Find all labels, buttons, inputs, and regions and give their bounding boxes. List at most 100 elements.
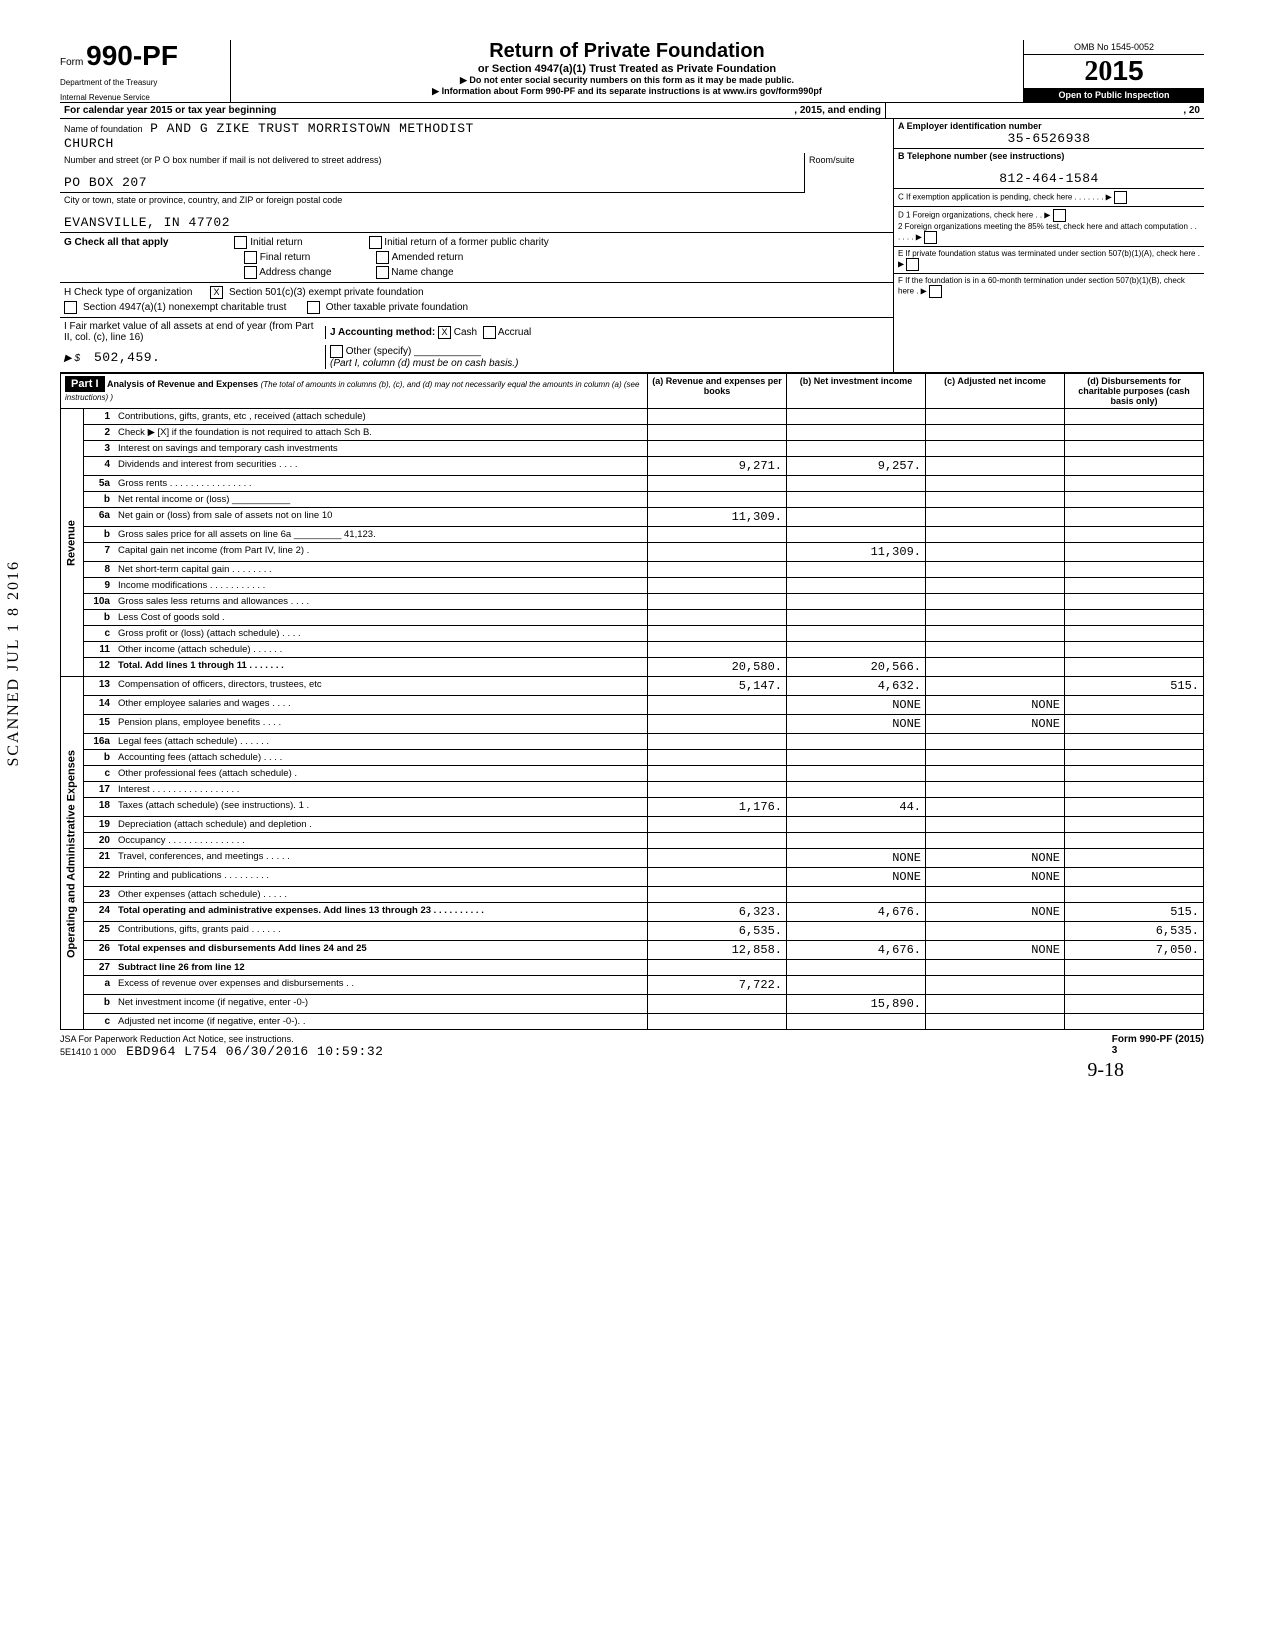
row-desc: Adjusted net income (if negative, enter … xyxy=(114,1014,648,1030)
row-desc: Total operating and administrative expen… xyxy=(114,903,648,922)
row-number: a xyxy=(84,976,115,995)
g-opt1: Final return xyxy=(260,252,311,263)
chk-other-method[interactable] xyxy=(330,345,343,358)
amt-cell: NONE xyxy=(926,849,1065,868)
amt-cell xyxy=(926,492,1065,508)
part1-table: Part I Analysis of Revenue and Expenses … xyxy=(60,373,1204,1030)
amt-cell xyxy=(1065,696,1204,715)
amt-cell xyxy=(926,562,1065,578)
chk-e[interactable] xyxy=(906,258,919,271)
chk-other-tax[interactable] xyxy=(307,301,320,314)
amt-cell xyxy=(648,868,787,887)
chk-d1[interactable] xyxy=(1053,209,1066,222)
j-note: (Part I, column (d) must be on cash basi… xyxy=(330,358,518,369)
table-row: 4Dividends and interest from securities … xyxy=(61,457,1204,476)
amt-cell xyxy=(787,610,926,626)
row-number: c xyxy=(84,626,115,642)
row-desc: Less Cost of goods sold . xyxy=(114,610,648,626)
amt-cell xyxy=(648,527,787,543)
chk-initial[interactable] xyxy=(234,236,247,249)
chk-name[interactable] xyxy=(376,266,389,279)
chk-f[interactable] xyxy=(929,285,942,298)
form-note1: ▶ Do not enter social security numbers o… xyxy=(241,75,1013,86)
amt-cell xyxy=(648,425,787,441)
chk-c[interactable] xyxy=(1114,191,1127,204)
amt-cell xyxy=(926,578,1065,594)
amt-cell: NONE xyxy=(926,868,1065,887)
row-number: 21 xyxy=(84,849,115,868)
amt-cell xyxy=(787,626,926,642)
amt-cell: 6,535. xyxy=(1065,922,1204,941)
amt-cell xyxy=(926,798,1065,817)
amt-cell xyxy=(926,527,1065,543)
row-desc: Depreciation (attach schedule) and deple… xyxy=(114,817,648,833)
row-desc: Gross sales less returns and allowances … xyxy=(114,594,648,610)
amt-cell: 515. xyxy=(1065,903,1204,922)
amt-cell xyxy=(926,750,1065,766)
amt-cell xyxy=(787,734,926,750)
chk-amended[interactable] xyxy=(376,251,389,264)
footer-page: 3 xyxy=(1112,1045,1118,1056)
foundation-name2: CHURCH xyxy=(64,136,114,151)
form-subtitle: or Section 4947(a)(1) Trust Treated as P… xyxy=(241,63,1013,75)
amt-cell xyxy=(787,409,926,425)
amt-cell: 4,632. xyxy=(787,677,926,696)
amt-cell: 15,890. xyxy=(787,995,926,1014)
table-row: 27Subtract line 26 from line 12 xyxy=(61,960,1204,976)
row-number: 14 xyxy=(84,696,115,715)
amt-cell xyxy=(926,782,1065,798)
amt-cell xyxy=(648,642,787,658)
chk-cash[interactable]: X xyxy=(438,326,451,339)
chk-d2[interactable] xyxy=(924,231,937,244)
row-desc: Compensation of officers, directors, tru… xyxy=(114,677,648,696)
chk-former[interactable] xyxy=(369,236,382,249)
row-number: 1 xyxy=(84,409,115,425)
i-arrow: ▶ $ xyxy=(64,353,80,364)
fmv-value: 502,459. xyxy=(94,350,160,365)
row-desc: Printing and publications . . . . . . . … xyxy=(114,868,648,887)
amt-cell xyxy=(1065,626,1204,642)
chk-accrual[interactable] xyxy=(483,326,496,339)
side-expenses: Operating and Administrative Expenses xyxy=(61,677,84,1030)
amt-cell xyxy=(1065,976,1204,995)
amt-cell xyxy=(648,696,787,715)
chk-4947[interactable] xyxy=(64,301,77,314)
row-number: 4 xyxy=(84,457,115,476)
row-desc: Capital gain net income (from Part IV, l… xyxy=(114,543,648,562)
row-desc: Subtract line 26 from line 12 xyxy=(114,960,648,976)
amt-cell xyxy=(1065,887,1204,903)
row-number: 22 xyxy=(84,868,115,887)
dept-irs: Internal Revenue Service xyxy=(60,93,220,102)
amt-cell xyxy=(926,734,1065,750)
part1-title: Analysis of Revenue and Expenses xyxy=(107,379,258,389)
amt-cell xyxy=(1065,995,1204,1014)
amt-cell: 9,257. xyxy=(787,457,926,476)
chk-501c3[interactable]: X xyxy=(210,286,223,299)
amt-cell xyxy=(787,782,926,798)
amt-cell xyxy=(787,750,926,766)
g-opt0: Initial return xyxy=(250,237,302,248)
amt-cell: NONE xyxy=(926,903,1065,922)
row-desc: Net short-term capital gain . . . . . . … xyxy=(114,562,648,578)
chk-final[interactable] xyxy=(244,251,257,264)
amt-cell: 6,535. xyxy=(648,922,787,941)
amt-cell: NONE xyxy=(926,941,1065,960)
amt-cell xyxy=(926,476,1065,492)
col-c-header: (c) Adjusted net income xyxy=(926,374,1065,409)
row-desc: Other professional fees (attach schedule… xyxy=(114,766,648,782)
amt-cell xyxy=(1065,658,1204,677)
foundation-addr: PO BOX 207 xyxy=(64,175,147,190)
amt-cell xyxy=(1065,441,1204,457)
row-desc: Dividends and interest from securities .… xyxy=(114,457,648,476)
amt-cell xyxy=(1065,492,1204,508)
row-desc: Pension plans, employee benefits . . . . xyxy=(114,715,648,734)
table-row: 10aGross sales less returns and allowanc… xyxy=(61,594,1204,610)
handwritten-date: 9-18 xyxy=(60,1059,1124,1082)
amt-cell: 1,176. xyxy=(648,798,787,817)
row-number: 15 xyxy=(84,715,115,734)
part1-tag: Part I xyxy=(65,376,105,392)
amt-cell xyxy=(1065,457,1204,476)
amt-cell xyxy=(648,1014,787,1030)
chk-address[interactable] xyxy=(244,266,257,279)
i-label: I Fair market value of all assets at end… xyxy=(64,321,319,343)
